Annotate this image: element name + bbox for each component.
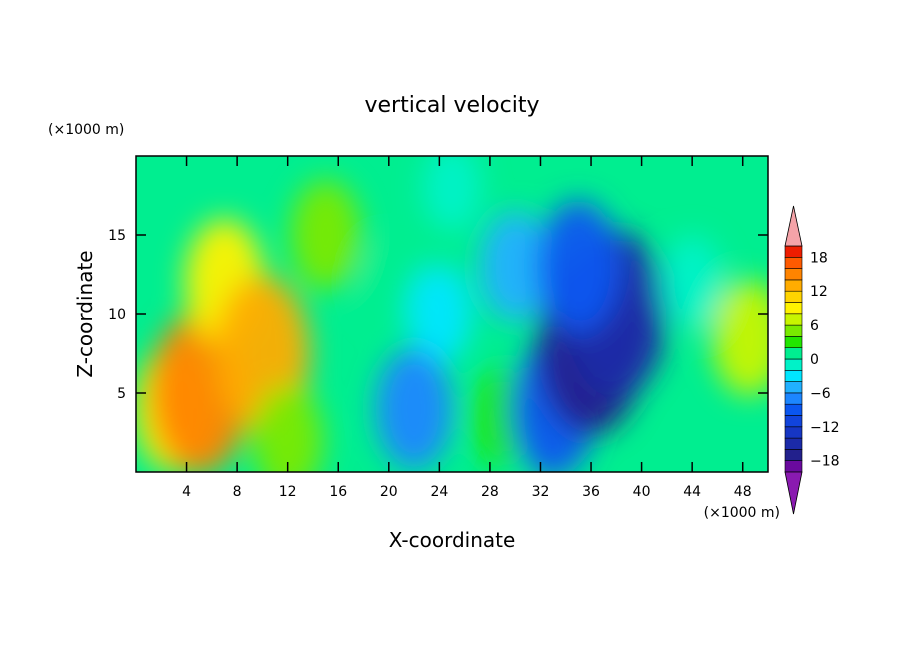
colorbar-bin	[784, 256, 803, 269]
field-cell	[360, 241, 417, 324]
field-cell	[290, 179, 361, 291]
field-cell	[712, 279, 768, 396]
field-cell	[252, 385, 324, 472]
field-cell	[479, 211, 551, 322]
chart-title: vertical velocity	[364, 93, 539, 118]
field-cell	[661, 235, 724, 330]
y-tick-label: 5	[117, 386, 126, 402]
x-tick-label: 32	[532, 484, 550, 500]
x-tick-label: 12	[279, 484, 297, 500]
colorbar-tick-label: 12	[810, 284, 828, 300]
colorbar-bin	[784, 347, 803, 360]
colorbar-tick-label: −18	[810, 454, 840, 470]
colorbar-bin	[784, 268, 803, 281]
y-tick-label: 10	[108, 307, 126, 323]
x-tick-label: 44	[683, 484, 701, 500]
x-tick-label: 20	[380, 484, 398, 500]
colorbar-tick-label: 0	[810, 352, 819, 368]
x-tick-label: 28	[481, 484, 499, 500]
colorbar-bin	[784, 437, 803, 450]
y-axis: 5 10 15	[108, 228, 768, 402]
x-tick-label: 8	[233, 484, 242, 500]
field-cell	[422, 156, 482, 232]
x-axis: 4 8 12 16 20 24 28 32 36 40 44 48	[182, 156, 752, 500]
colorbar-bin	[784, 415, 803, 428]
colorbar-tick-label: −6	[810, 386, 831, 402]
y-unit-label: (×1000 m)	[48, 122, 124, 138]
field-cells	[136, 156, 768, 472]
field-cell	[536, 199, 620, 334]
colorbar-bin	[784, 426, 803, 439]
colorbar-tick-label: 18	[810, 250, 828, 266]
x-tick-label: 16	[329, 484, 347, 500]
colorbar-bin	[784, 313, 803, 326]
colorbar-over-arrow	[784, 205, 803, 247]
colorbar-bin	[784, 392, 803, 405]
x-tick-label: 40	[633, 484, 651, 500]
x-unit-label: (×1000 m)	[704, 505, 780, 521]
y-tick-label: 15	[108, 228, 126, 244]
colorbar-bin	[784, 358, 803, 371]
colorbar-bin	[784, 324, 803, 337]
field-cell	[407, 264, 472, 364]
colorbar-bin	[784, 449, 803, 461]
colorbar-bin	[784, 279, 803, 292]
colorbar-bin	[784, 302, 803, 315]
colorbar-bin	[784, 369, 803, 382]
colorbar-tick-label: −12	[810, 420, 840, 436]
x-tick-label: 48	[734, 484, 752, 500]
y-axis-title: Z-coordinate	[73, 250, 97, 377]
x-tick-label: 4	[182, 484, 191, 500]
plot-area	[136, 156, 768, 472]
colorbar-tick-label: 6	[810, 318, 819, 334]
colorbar: 18 12 6 0 −6 −12 −18	[784, 205, 840, 515]
colorbar-bin	[784, 336, 803, 348]
colorbar-bin	[784, 460, 803, 473]
colorbar-bin	[784, 245, 803, 258]
colorbar-under-arrow	[784, 471, 803, 515]
x-axis-title: X-coordinate	[389, 528, 516, 552]
field-cell	[375, 347, 453, 470]
x-tick-label: 36	[582, 484, 600, 500]
colorbar-bin	[784, 290, 803, 303]
colorbar-bin	[784, 403, 803, 416]
x-tick-label: 24	[430, 484, 448, 500]
colorbar-bin	[784, 381, 803, 394]
